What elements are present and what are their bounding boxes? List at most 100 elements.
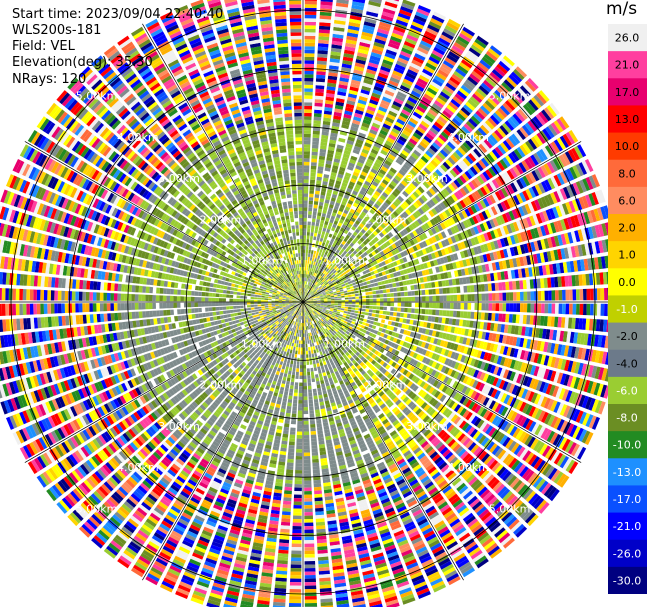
velocity-gate [324,282,329,286]
velocity-gate [395,282,400,287]
velocity-gate [344,49,355,55]
velocity-gate [303,193,308,197]
velocity-gate [446,287,450,294]
velocity-gate [293,207,298,212]
velocity-gate [481,56,494,67]
velocity-gate [362,257,368,262]
velocity-gate [278,57,289,62]
velocity-gate [456,223,463,232]
velocity-gate [340,73,350,79]
velocity-gate [387,170,395,177]
velocity-gate [407,216,414,224]
velocity-gate [358,214,365,220]
velocity-gate [567,149,577,162]
velocity-gate [336,292,341,295]
velocity-gate [289,236,293,241]
velocity-gate [331,268,335,273]
velocity-gate [433,11,446,21]
velocity-gate [385,253,391,259]
velocity-gate [519,192,527,203]
velocity-gate [452,96,463,105]
velocity-gate [344,273,349,278]
velocity-gate [307,260,310,264]
velocity-gate [313,120,321,125]
velocity-gate [497,189,506,199]
velocity-gate [367,258,373,263]
velocity-gate [317,279,321,283]
velocity-gate [428,210,435,218]
velocity-gate [550,236,557,248]
velocity-gate [482,102,493,113]
velocity-gate [406,233,412,240]
velocity-gate [300,288,302,292]
velocity-gate [330,171,337,177]
velocity-gate [308,274,311,279]
velocity-gate [290,39,302,43]
velocity-gate [349,159,357,165]
velocity-gate [540,196,548,208]
velocity-gate [382,220,389,227]
velocity-gate [297,263,300,268]
velocity-gate [315,92,324,97]
velocity-gate [391,127,401,135]
velocity-gate [348,274,353,278]
velocity-gate [304,274,306,278]
velocity-gate [425,90,436,99]
velocity-gate [318,291,322,294]
velocity-gate [322,209,327,214]
velocity-gate [436,136,445,145]
velocity-gate [353,275,358,279]
velocity-gate [293,200,298,205]
velocity-gate [363,24,375,31]
velocity-gate [309,282,312,286]
velocity-gate [289,162,295,166]
velocity-gate [540,278,545,289]
velocity-gate [283,241,288,246]
velocity-gate [318,201,324,206]
velocity-gate [440,231,447,239]
velocity-gate [482,122,492,132]
velocity-gate [463,123,473,133]
velocity-gate [320,297,324,300]
velocity-gate [316,176,322,181]
velocity-gate [512,92,524,104]
velocity-gate [316,60,327,65]
velocity-gate [550,192,558,204]
velocity-gate [336,225,341,230]
velocity-gate [427,147,436,156]
velocity-gate [447,18,461,28]
velocity-gate [347,292,352,295]
velocity-gate [416,264,422,271]
velocity-gate [473,246,479,255]
velocity-gate [558,204,566,216]
velocity-gate [320,296,324,299]
velocity-gate [381,146,390,153]
velocity-gate [479,274,485,283]
velocity-gate [316,251,319,256]
velocity-gate [326,228,331,234]
velocity-gate [257,80,268,86]
velocity-gate [294,109,302,113]
velocity-gate [506,169,515,180]
velocity-gate [480,124,490,135]
velocity-gate [372,165,380,172]
velocity-gate [342,60,353,66]
velocity-gate [294,211,298,215]
velocity-gate [475,146,485,156]
velocity-gate [432,103,442,112]
velocity-gate [370,233,376,239]
velocity-gate [329,65,339,70]
velocity-gate [525,173,534,185]
velocity-gate [408,65,420,74]
velocity-gate [453,191,462,200]
velocity-gate [597,288,601,301]
velocity-gate [445,197,453,206]
velocity-gate [333,294,338,297]
velocity-gate [319,15,332,20]
velocity-gate [496,161,505,171]
velocity-gate [377,155,385,162]
velocity-gate [531,170,540,182]
velocity-gate [355,183,362,190]
velocity-gate [320,272,324,277]
velocity-gate [359,282,364,287]
